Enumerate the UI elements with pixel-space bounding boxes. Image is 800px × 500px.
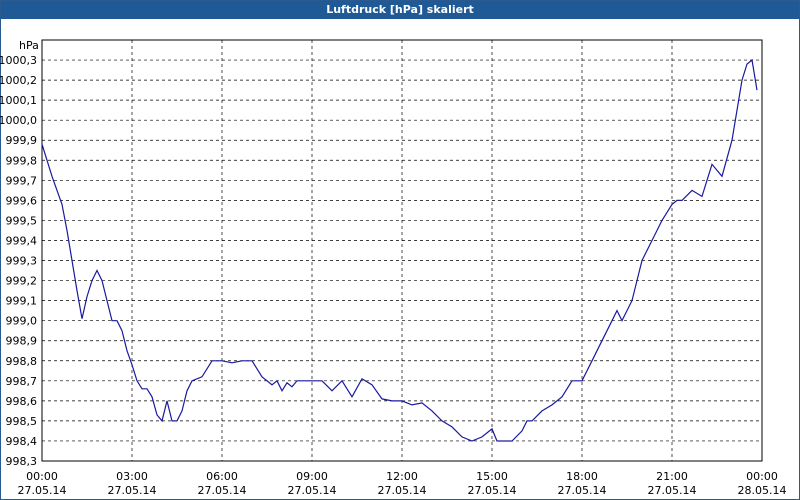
x-tick-time-label: 00:00 <box>26 470 58 483</box>
y-tick-label: 999,8 <box>6 154 38 167</box>
x-tick-date-label: 27.05.14 <box>108 484 157 497</box>
grid <box>42 40 762 461</box>
x-tick-date-label: 27.05.14 <box>558 484 607 497</box>
x-tick-time-label: 12:00 <box>386 470 418 483</box>
x-tick-date-label: 27.05.14 <box>648 484 697 497</box>
x-tick-time-label: 21:00 <box>656 470 688 483</box>
y-tick-label: 998,3 <box>6 455 38 468</box>
y-tick-label: 999,1 <box>6 295 38 308</box>
x-tick-date-label: 27.05.14 <box>468 484 517 497</box>
y-tick-label: 999,6 <box>6 194 38 207</box>
x-tick-time-label: 18:00 <box>566 470 598 483</box>
x-tick-date-label: 27.05.14 <box>288 484 337 497</box>
y-axis-label: hPa <box>19 39 39 52</box>
y-tick-label: 999,9 <box>6 134 38 147</box>
y-tick-label: 999,4 <box>6 234 38 247</box>
y-tick-label: 998,9 <box>6 335 38 348</box>
y-tick-label: 999,3 <box>6 255 38 268</box>
y-tick-label: 1000,0 <box>0 114 37 127</box>
y-tick-label: 1000,2 <box>0 74 37 87</box>
x-tick-time-label: 06:00 <box>206 470 238 483</box>
chart-title: Luftdruck [hPa] skaliert <box>1 1 799 19</box>
y-tick-label: 998,7 <box>6 375 38 388</box>
x-tick-date-label: 27.05.14 <box>378 484 427 497</box>
y-tick-label: 1000,1 <box>0 94 37 107</box>
x-tick-date-label: 27.05.14 <box>18 484 67 497</box>
y-tick-label: 998,5 <box>6 415 38 428</box>
y-tick-label: 1000,3 <box>0 54 37 67</box>
x-tick-date-label: 28.05.14 <box>738 484 787 497</box>
y-tick-label: 999,5 <box>6 214 38 227</box>
plot-area <box>41 39 763 462</box>
x-tick-time-label: 15:00 <box>476 470 508 483</box>
x-tick-time-label: 09:00 <box>296 470 328 483</box>
x-axis: 00:0027.05.1403:0027.05.1406:0027.05.140… <box>18 470 787 497</box>
y-tick-label: 999,0 <box>6 315 38 328</box>
y-tick-label: 998,4 <box>6 435 38 448</box>
y-tick-label: 999,7 <box>6 174 38 187</box>
y-axis: 998,3 998,4 998,5 998,6 998,7 998,8 998,9 999,0… <box>0 54 37 468</box>
y-tick-label: 998,6 <box>6 395 38 408</box>
y-tick-label: 999,2 <box>6 275 38 288</box>
x-tick-date-label: 27.05.14 <box>198 484 247 497</box>
x-tick-time-label: 00:00 <box>746 470 778 483</box>
series-line <box>41 58 758 442</box>
y-tick-label: 998,8 <box>6 355 38 368</box>
x-tick-time-label: 03:00 <box>116 470 148 483</box>
